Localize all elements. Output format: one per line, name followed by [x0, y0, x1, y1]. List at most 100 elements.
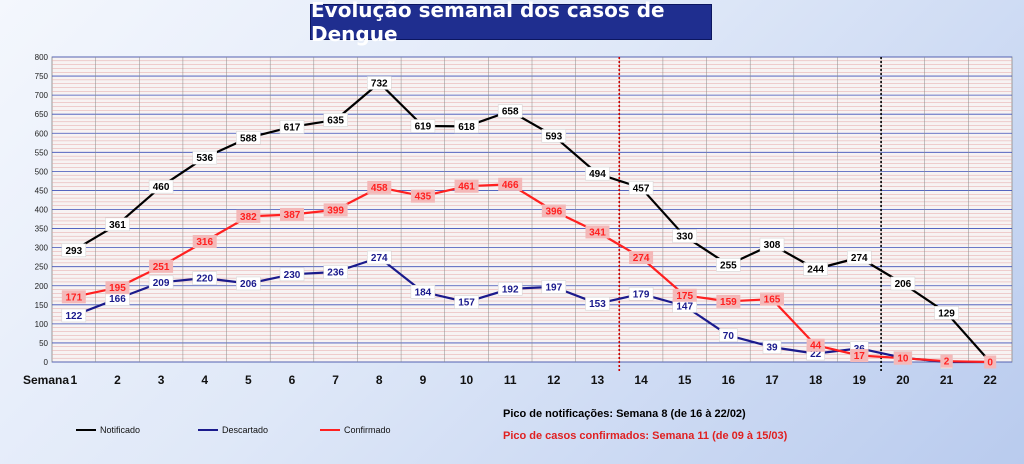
data-label-confirmado: 195	[109, 283, 126, 294]
data-label-box	[672, 288, 697, 302]
data-label-descartado: 230	[284, 270, 301, 281]
data-label-confirmado: 171	[65, 292, 82, 303]
grid	[52, 56, 1012, 372]
x-tick-label: 19	[853, 373, 867, 387]
y-tick-label: 150	[35, 301, 49, 310]
data-label-box	[367, 250, 392, 265]
series-line-notificado	[73, 81, 992, 363]
data-label-box	[149, 259, 174, 273]
data-label-box	[61, 290, 86, 304]
data-label-confirmado: 435	[415, 192, 432, 203]
x-tick-label: 15	[678, 373, 692, 387]
data-label-descartado: 70	[723, 331, 735, 342]
data-label-confirmado: 382	[240, 212, 257, 223]
data-label-descartado: 157	[458, 298, 475, 309]
y-tick-label: 100	[35, 320, 49, 329]
data-label-box	[806, 338, 825, 352]
data-label-box	[890, 276, 916, 291]
data-label-box	[893, 351, 912, 365]
data-label-notificado: 588	[240, 133, 257, 144]
x-tick-label: 10	[460, 373, 474, 387]
data-label-box	[716, 294, 741, 308]
data-label-confirmado: 396	[545, 207, 562, 218]
data-label-box	[498, 177, 523, 191]
x-axis-title: Semana	[23, 373, 69, 387]
data-label-box	[934, 306, 959, 320]
y-tick-label: 700	[35, 91, 49, 100]
y-tick-label: 300	[35, 244, 49, 253]
data-label-descartado: 166	[109, 294, 126, 305]
data-label-descartado: 220	[196, 274, 213, 285]
data-label-box	[279, 120, 305, 134]
data-label-box	[759, 237, 785, 252]
x-tick-label: 12	[547, 373, 561, 387]
data-label-notificado: 732	[371, 78, 388, 89]
series-line-confirmado	[73, 183, 991, 364]
data-label-box	[803, 262, 828, 276]
y-tick-label: 350	[35, 225, 49, 234]
legend-swatch-notificado	[76, 429, 96, 431]
data-label-notificado: 361	[109, 220, 126, 231]
legend-label-confirmado: Confirmado	[344, 425, 391, 435]
data-label-confirmado: 44	[810, 341, 822, 352]
chart-title: Evolução semanal dos casos de Dengue	[311, 0, 665, 46]
data-label-box	[192, 150, 217, 165]
legend-item-notificado: Notificado	[76, 425, 140, 435]
data-label-descartado: 236	[327, 268, 344, 279]
data-label-notificado: 593	[545, 131, 562, 142]
data-label-box	[454, 295, 479, 309]
data-label-confirmado: 17	[854, 351, 866, 362]
data-label-box	[672, 229, 697, 243]
data-label-box	[323, 113, 348, 127]
x-tick-label: 5	[245, 373, 252, 387]
data-label-box	[585, 296, 610, 311]
data-label-box	[940, 354, 953, 368]
data-label-box	[236, 209, 261, 223]
data-label-notificado: 129	[938, 308, 955, 319]
data-label-box	[280, 207, 304, 221]
data-label-box	[760, 292, 784, 306]
y-tick-label: 50	[39, 339, 48, 348]
x-tick-label: 16	[722, 373, 736, 387]
data-label-box	[585, 166, 610, 181]
data-label-notificado: 619	[415, 122, 432, 133]
data-label-box	[497, 282, 523, 296]
x-tick-label: 7	[332, 373, 339, 387]
data-label-box	[628, 287, 654, 301]
data-label-notificado: 244	[807, 264, 824, 275]
data-label-confirmado: 0	[987, 358, 993, 369]
y-tick-label: 450	[35, 186, 49, 195]
data-label-notificado: 293	[65, 246, 82, 257]
data-label-confirmado: 2	[944, 357, 950, 368]
data-label-box	[236, 131, 261, 145]
data-label-descartado: 274	[371, 253, 388, 264]
data-label-confirmado: 165	[764, 295, 781, 306]
data-label-notificado: 536	[196, 153, 213, 164]
data-label-box	[497, 104, 523, 118]
data-label-confirmado: 316	[196, 237, 213, 248]
data-label-box	[148, 179, 174, 194]
y-tick-label: 0	[44, 358, 49, 367]
data-label-descartado: 122	[65, 311, 82, 322]
data-label-notificado: 460	[153, 182, 170, 193]
data-label-descartado: 206	[240, 279, 257, 290]
data-label-box	[454, 119, 479, 134]
data-label-descartado: 39	[766, 343, 778, 354]
data-label-box	[410, 189, 435, 203]
data-label-box	[192, 271, 217, 285]
data-label-descartado: 179	[633, 289, 650, 300]
data-label-box	[410, 285, 436, 299]
data-label-box	[367, 180, 392, 194]
chart-title-box: Evolução semanal dos casos de Dengue	[310, 0, 712, 46]
data-label-confirmado: 399	[327, 205, 344, 216]
data-label-notificado: 658	[502, 107, 519, 118]
data-label-notificado: 635	[327, 115, 344, 126]
y-tick-label: 500	[35, 167, 49, 176]
peak-confirmed-note: Pico de casos confirmados: Semana 11 (de…	[503, 430, 788, 442]
data-label-box	[367, 76, 392, 90]
data-label-descartado: 192	[502, 284, 519, 295]
data-label-confirmado: 341	[589, 227, 606, 238]
peak-notified-note: Pico de notificações: Semana 8 (de 16 à …	[503, 408, 746, 420]
legend-label-descartado: Descartado	[222, 425, 269, 435]
x-tick-label: 2	[114, 373, 121, 387]
